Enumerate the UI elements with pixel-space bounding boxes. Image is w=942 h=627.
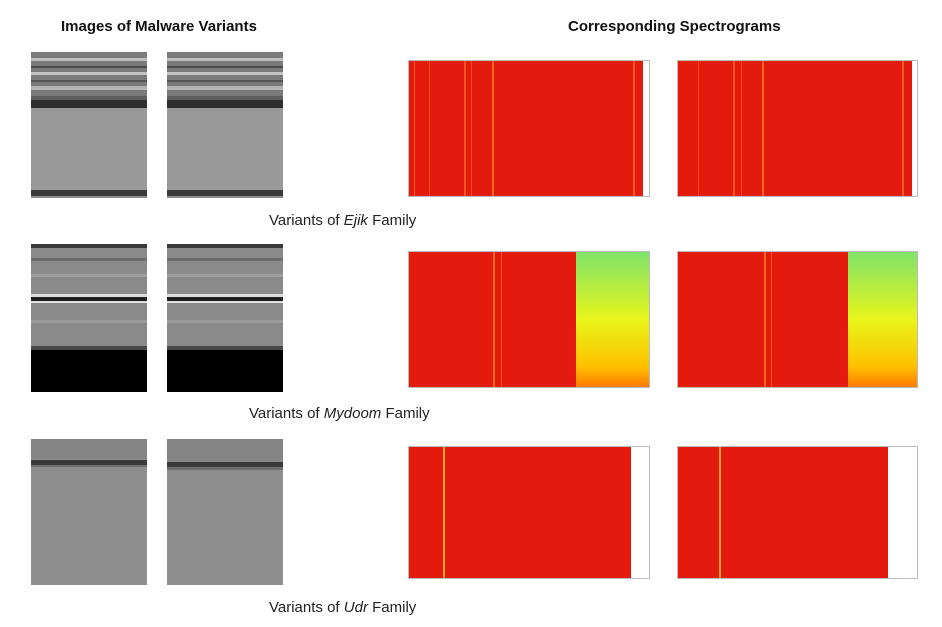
mydoom-caption: Variants of Mydoom Family xyxy=(249,405,430,422)
ejik-spectrogram-2 xyxy=(677,60,918,197)
mydoom-variant-image-1 xyxy=(31,244,147,392)
udr-variant-image-1 xyxy=(31,439,147,585)
mydoom-spectrogram-2 xyxy=(677,251,918,388)
ejik-variant-image-1 xyxy=(31,52,147,198)
udr-spectrogram-2 xyxy=(677,446,918,579)
spectrograms-header: Corresponding Spectrograms xyxy=(568,18,781,35)
ejik-spectrogram-1 xyxy=(408,60,650,197)
mydoom-variant-image-2 xyxy=(167,244,283,392)
udr-variant-image-2 xyxy=(167,439,283,585)
udr-caption: Variants of Udr Family xyxy=(269,599,417,616)
mydoom-spectrogram-1 xyxy=(408,251,650,388)
ejik-variant-image-2 xyxy=(167,52,283,198)
ejik-caption: Variants of Ejik Family xyxy=(269,212,417,229)
malware-images-header: Images of Malware Variants xyxy=(61,18,257,35)
udr-spectrogram-1 xyxy=(408,446,650,579)
